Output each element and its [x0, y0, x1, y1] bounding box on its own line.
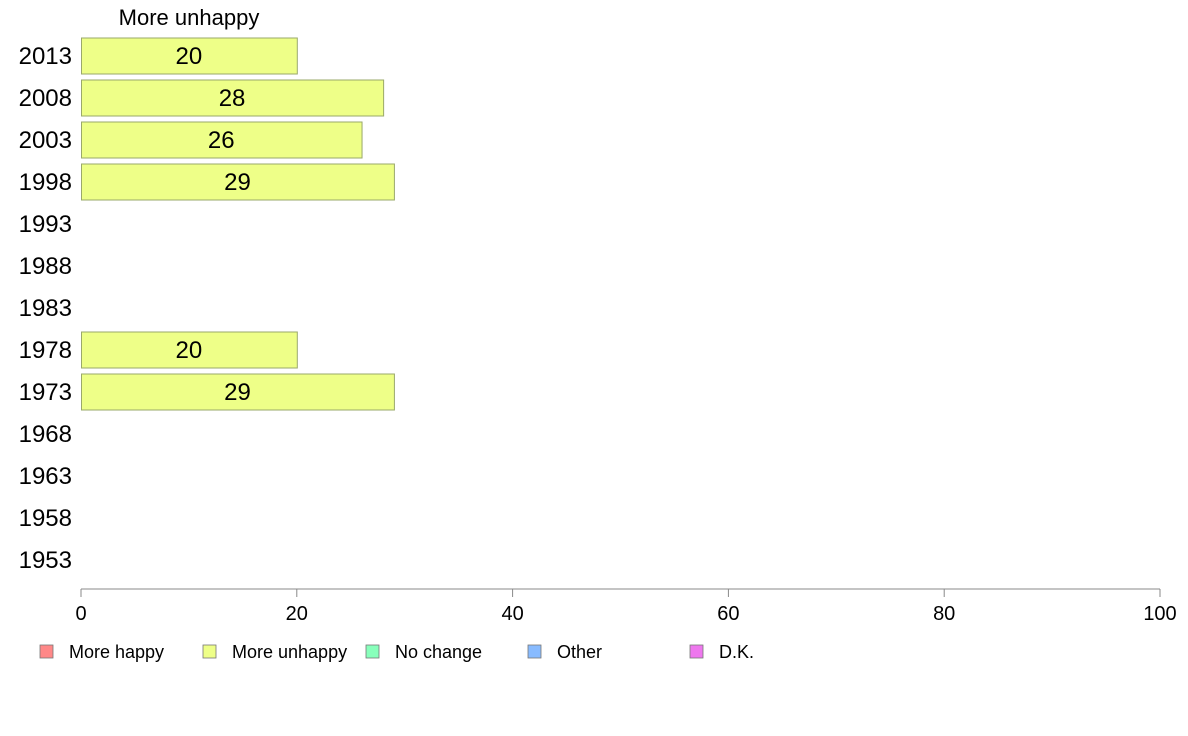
x-tick-label: 0	[75, 603, 86, 625]
bar-value-label: 20	[176, 337, 203, 364]
legend-swatch	[527, 644, 542, 659]
bar	[81, 37, 298, 75]
y-tick-label: 1968	[19, 421, 72, 448]
x-tick-label: 80	[933, 603, 955, 625]
bar-value-label: 26	[208, 127, 235, 154]
y-tick-label: 2003	[19, 127, 72, 154]
legend-label: D.K.	[719, 642, 754, 662]
x-tick-label: 100	[1143, 603, 1176, 625]
bar-value-label: 29	[224, 169, 251, 196]
legend: More happy More unhappy No change Other D.K.	[39, 642, 754, 662]
bar	[81, 331, 298, 369]
legend-label: Other	[557, 642, 602, 662]
bar	[81, 373, 395, 411]
x-tick-label: 20	[286, 603, 308, 625]
legend-label: No change	[395, 642, 482, 662]
legend-swatch	[39, 644, 54, 659]
chart-title: More unhappy	[119, 5, 260, 30]
y-tick-label: 1978	[19, 337, 72, 364]
legend-swatch	[365, 644, 380, 659]
bar-value-label: 29	[224, 379, 251, 406]
bar	[81, 121, 363, 159]
x-axis: 0 20 40 60 80 100	[75, 588, 1177, 625]
legend-swatch	[202, 644, 217, 659]
y-tick-label: 2008	[19, 85, 72, 112]
y-axis-labels: 2013 2008 2003 1998 1993 1988 1983 1978 1973 1968…	[19, 43, 72, 574]
bar-value-label: 28	[219, 85, 246, 112]
y-tick-label: 1958	[19, 505, 72, 532]
bar	[81, 163, 395, 201]
y-tick-label: 2013	[19, 43, 72, 70]
y-tick-label: 1998	[19, 169, 72, 196]
bars: 20 28 26 29 20 29	[81, 37, 395, 411]
y-tick-label: 1993	[19, 211, 72, 238]
bar	[81, 79, 385, 117]
y-tick-label: 1988	[19, 253, 72, 280]
legend-swatch	[689, 644, 704, 659]
y-tick-label: 1983	[19, 295, 72, 322]
bar-value-label: 20	[176, 43, 203, 70]
x-tick-label: 40	[501, 603, 523, 625]
x-tick-label: 60	[717, 603, 739, 625]
y-tick-label: 1963	[19, 463, 72, 490]
y-tick-label: 1973	[19, 379, 72, 406]
y-tick-label: 1953	[19, 547, 72, 574]
legend-label: More happy	[69, 642, 164, 662]
legend-label: More unhappy	[232, 642, 347, 662]
